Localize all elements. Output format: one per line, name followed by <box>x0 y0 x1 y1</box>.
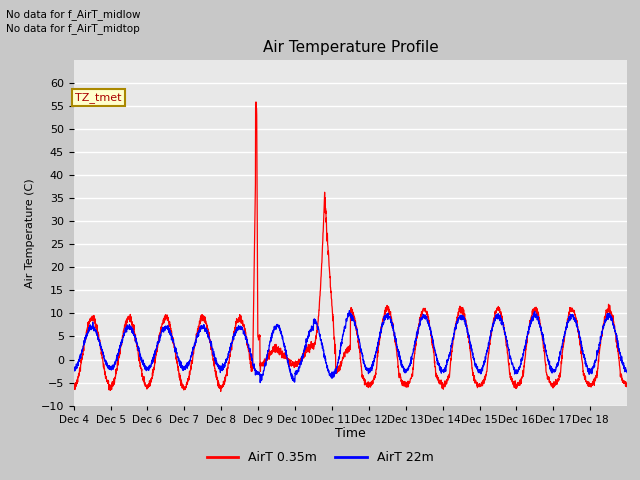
Text: TZ_tmet: TZ_tmet <box>76 92 122 103</box>
Text: No data for f_AirT_midlow: No data for f_AirT_midlow <box>6 9 141 20</box>
Title: Air Temperature Profile: Air Temperature Profile <box>262 40 438 55</box>
AirT 22m <box>166 329 173 335</box>
AirT 0.35m <box>553 379 561 384</box>
AirT 0.35m <box>282 351 290 357</box>
AirT 22m <box>282 350 290 356</box>
AirT 22m <box>623 370 631 375</box>
AirT 22m <box>306 328 314 334</box>
X-axis label: Time: Time <box>335 427 366 441</box>
AirT 0.35m <box>70 384 77 389</box>
AirT 22m <box>346 308 353 313</box>
Legend: AirT 0.35m, AirT 22m: AirT 0.35m, AirT 22m <box>202 446 438 469</box>
AirT 0.35m <box>133 344 141 349</box>
AirT 22m <box>613 332 621 338</box>
Line: AirT 22m: AirT 22m <box>74 311 627 383</box>
Text: No data for f_AirT_midtop: No data for f_AirT_midtop <box>6 23 140 34</box>
AirT 0.35m <box>217 388 225 394</box>
AirT 0.35m <box>166 319 173 324</box>
AirT 0.35m <box>623 382 631 387</box>
AirT 0.35m <box>307 346 314 351</box>
AirT 22m <box>70 366 77 372</box>
Y-axis label: Air Temperature (C): Air Temperature (C) <box>25 178 35 288</box>
AirT 22m <box>133 339 141 345</box>
AirT 0.35m <box>252 99 260 105</box>
AirT 22m <box>257 380 264 385</box>
AirT 0.35m <box>613 340 621 346</box>
AirT 22m <box>553 362 561 368</box>
Line: AirT 0.35m: AirT 0.35m <box>74 102 627 391</box>
